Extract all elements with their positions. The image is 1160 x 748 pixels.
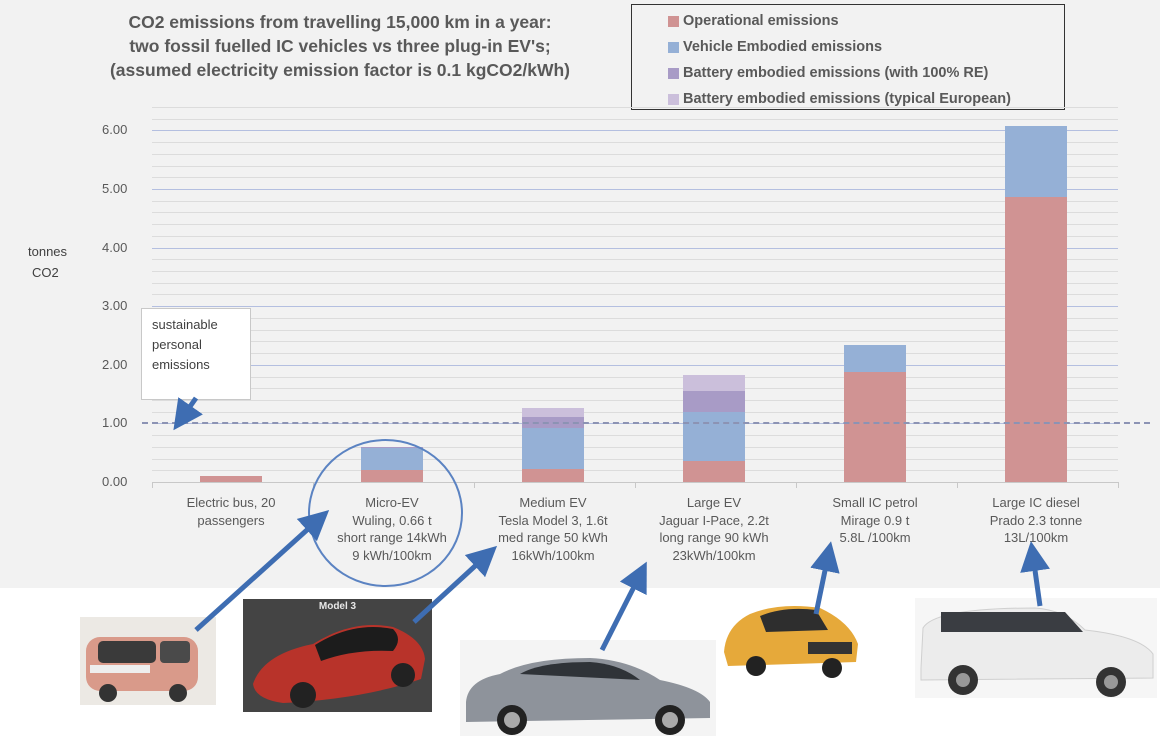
bar-2 — [522, 0, 584, 588]
gridline — [152, 154, 1118, 155]
y-tick-label: 0.00 — [102, 474, 128, 489]
bar-segment — [683, 374, 745, 392]
bar-segment — [1005, 125, 1067, 197]
gridline — [152, 377, 1118, 378]
x-tick-mark — [1118, 482, 1119, 488]
bar-0 — [200, 0, 262, 588]
bar-5 — [1005, 0, 1067, 588]
gridline — [152, 283, 1118, 284]
photo-tesla-model-3: Model 3 — [243, 599, 432, 712]
x-tick-mark — [635, 482, 636, 488]
x-category-label: Small IC petrol Mirage 0.9 t 5.8L /100km — [832, 495, 918, 545]
bar-segment — [844, 345, 906, 373]
gridline — [152, 435, 1118, 436]
gridline — [152, 294, 1118, 295]
gridline — [152, 212, 1118, 213]
bar-4 — [844, 0, 906, 588]
sustainable-threshold-line — [142, 422, 1150, 424]
gridline — [152, 166, 1118, 167]
gridline — [152, 388, 1118, 389]
gridline — [152, 189, 1118, 190]
bar-segment — [200, 476, 262, 482]
gridline — [152, 107, 1118, 108]
x-tick-mark — [152, 482, 153, 488]
y-tick-label: 1.00 — [102, 415, 128, 430]
title-line-1: CO2 emissions from travelling 15,000 km … — [128, 12, 552, 32]
gridline — [152, 447, 1118, 448]
photo-toyota-prado — [915, 598, 1157, 698]
y-tick-label: 5.00 — [102, 181, 128, 196]
bar-3 — [683, 0, 745, 588]
gridline — [152, 330, 1118, 331]
photo-mitsubishi-mirage — [720, 600, 862, 680]
bar-segment — [522, 427, 584, 469]
gridline — [152, 248, 1118, 249]
gridline — [152, 119, 1118, 120]
y-tick-label: 2.00 — [102, 357, 128, 372]
x-tick-mark — [474, 482, 475, 488]
gridline — [152, 412, 1118, 413]
gridline — [152, 224, 1118, 225]
y-tick-label: 4.00 — [102, 240, 128, 255]
gridline — [152, 306, 1118, 307]
legend-item-battery-european: Battery embodied emissions (typical Euro… — [668, 86, 1064, 112]
photo-jaguar-i-pace — [460, 640, 716, 736]
bar-segment — [1005, 196, 1067, 482]
photo-wuling — [80, 617, 216, 705]
gridline — [152, 271, 1118, 272]
x-category-label: Medium EV Tesla Model 3, 1.6t med range 50… — [498, 495, 608, 563]
bar-segment — [683, 411, 745, 462]
y-tick-label: 6.00 — [102, 122, 128, 137]
gridline — [152, 353, 1118, 354]
x-tick-mark — [796, 482, 797, 488]
y-axis-label: tonnes CO2 — [28, 244, 68, 280]
bar-segment — [522, 407, 584, 417]
gridline — [152, 365, 1118, 366]
plot-area: Electric bus, 20 passengers Micro-EV Wuling… — [152, 0, 1119, 588]
chart-title: CO2 emissions from travelling 15,000 km … — [70, 10, 610, 82]
gridline — [152, 400, 1118, 401]
gridline — [152, 130, 1118, 131]
model-3-caption: Model 3 — [318, 601, 357, 612]
gridline — [152, 259, 1118, 260]
legend-item-operational: Operational emissions — [668, 8, 1064, 34]
legend-swatch-icon — [668, 15, 679, 27]
gridline — [152, 142, 1118, 143]
legend-item-battery-re: Battery embodied emissions (with 100% RE… — [668, 60, 1064, 86]
legend-item-vehicle-embodied: Vehicle Embodied emissions — [668, 34, 1064, 60]
gridline — [152, 341, 1118, 342]
title-line-3: (assumed electricity emission factor is … — [109, 60, 571, 80]
x-category-label: Large EV Jaguar I-Pace, 2.2t long range 90… — [659, 495, 769, 563]
legend-swatch-icon — [668, 93, 679, 105]
gridline — [152, 201, 1118, 202]
title-line-2: two fossil fuelled IC vehicles vs three … — [129, 36, 551, 56]
y-tick-label: 3.00 — [102, 298, 128, 313]
gridline — [152, 236, 1118, 237]
sustainable-emissions-callout: sustainable personal emissions — [141, 308, 251, 400]
legend: Operational emissions Vehicle Embodied e… — [631, 4, 1065, 110]
bar-segment — [683, 391, 745, 412]
gridline — [152, 318, 1118, 319]
gridline — [152, 470, 1118, 471]
gridline — [152, 177, 1118, 178]
micro-ev-highlight-circle — [308, 439, 463, 587]
bar-segment — [522, 468, 584, 482]
legend-swatch-icon — [668, 67, 679, 79]
chart-area: CO2 emissions from travelling 15,000 km … — [0, 0, 1160, 588]
x-category-label: Electric bus, 20 passengers — [186, 495, 276, 528]
x-tick-mark — [957, 482, 958, 488]
legend-swatch-icon — [668, 41, 679, 53]
x-category-label: Large IC diesel Prado 2.3 tonne 13L/100km — [989, 495, 1083, 545]
gridline — [152, 459, 1118, 460]
bar-segment — [844, 372, 906, 482]
bar-segment — [683, 461, 745, 482]
